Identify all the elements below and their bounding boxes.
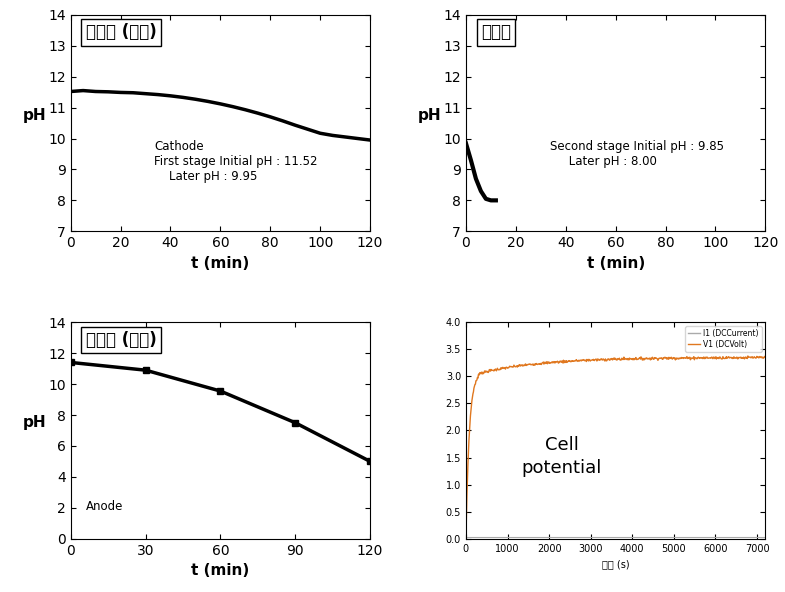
Text: Cell
potential: Cell potential	[521, 436, 602, 477]
Y-axis label: pH: pH	[23, 416, 46, 430]
X-axis label: 시간 (s): 시간 (s)	[602, 559, 630, 569]
Text: Second stage Initial pH : 9.85
     Later pH : 8.00: Second stage Initial pH : 9.85 Later pH …	[550, 140, 724, 168]
Text: 전해조 (음극): 전해조 (음극)	[86, 331, 156, 349]
X-axis label: t (min): t (min)	[586, 256, 644, 271]
Text: 전해조 (양극): 전해조 (양극)	[86, 24, 156, 41]
X-axis label: t (min): t (min)	[192, 563, 250, 578]
Text: Cathode
First stage Initial pH : 11.52
    Later pH : 9.95: Cathode First stage Initial pH : 11.52 L…	[155, 140, 318, 184]
X-axis label: t (min): t (min)	[192, 256, 250, 271]
Legend: I1 (DCCurrent), V1 (DCVolt): I1 (DCCurrent), V1 (DCVolt)	[685, 326, 761, 352]
Text: 흡수조: 흡수조	[481, 24, 511, 41]
Y-axis label: pH: pH	[22, 108, 46, 123]
Y-axis label: pH: pH	[418, 108, 441, 123]
Text: Anode: Anode	[86, 500, 123, 513]
